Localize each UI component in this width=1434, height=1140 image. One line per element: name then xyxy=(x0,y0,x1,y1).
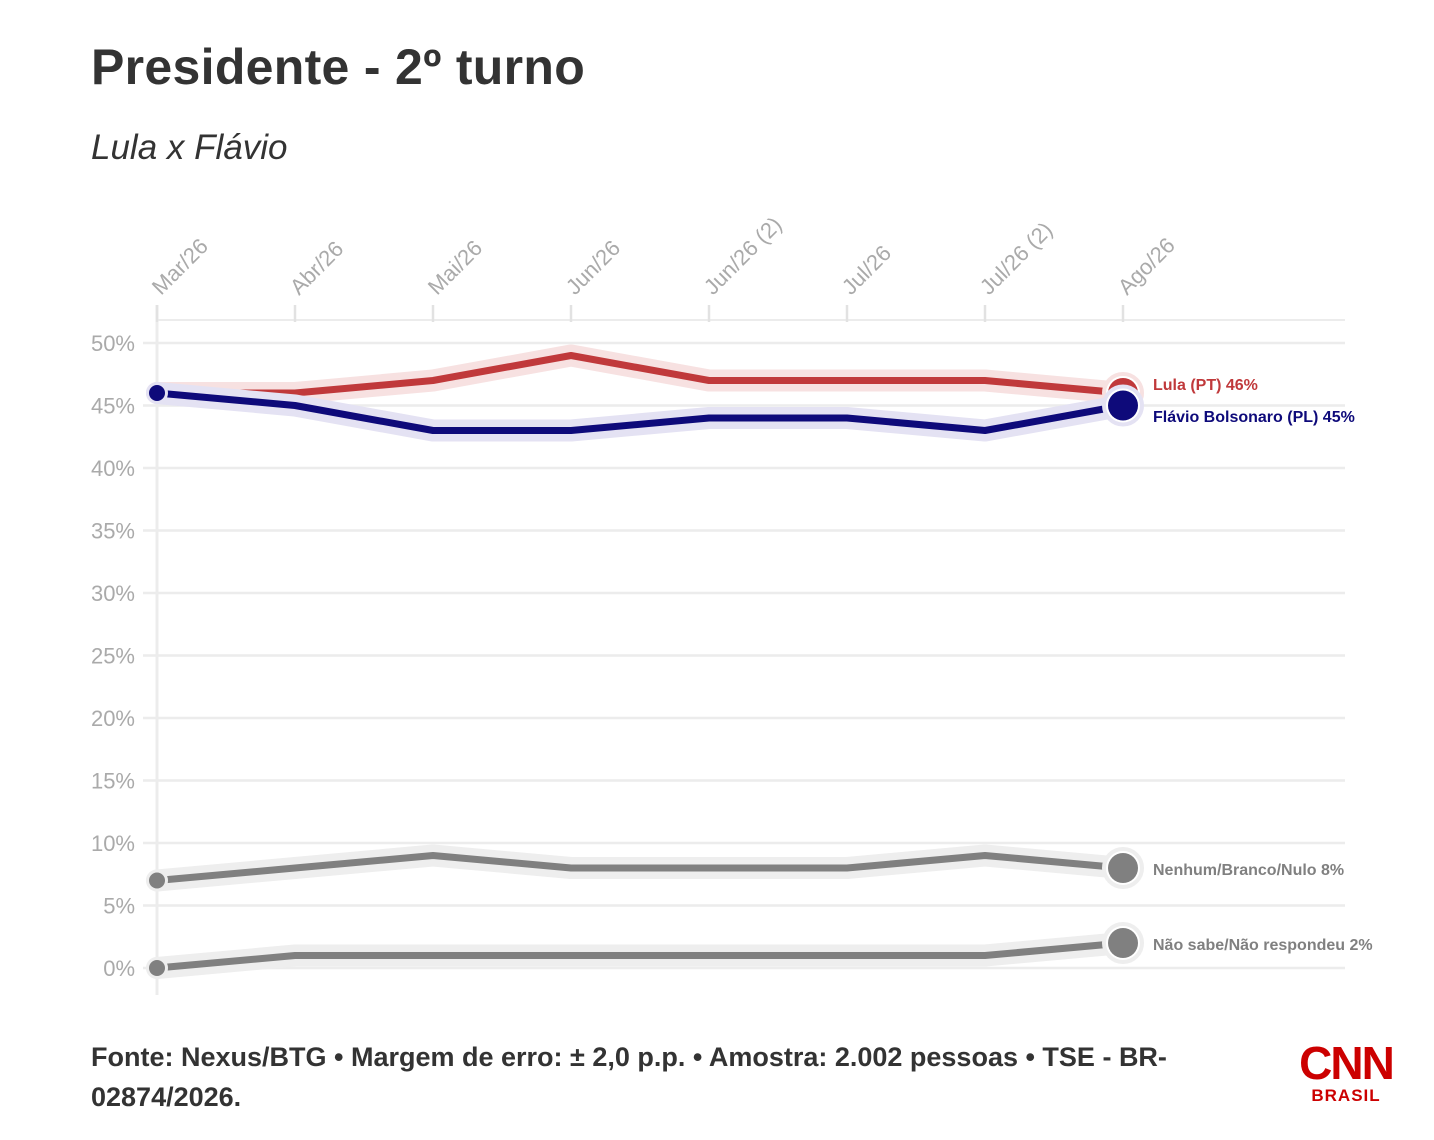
series-start-point xyxy=(149,960,165,976)
chart-subtitle: Lula x Flávio xyxy=(91,128,288,167)
y-tick-label: 50% xyxy=(91,331,135,356)
x-tick-label: Jul/26 xyxy=(837,240,896,299)
y-tick-label: 0% xyxy=(103,956,135,981)
x-axis: Mar/26 Abr/26 Mai/26 Jun/26 Jun/26 (2) Jul/26… xyxy=(147,212,1180,322)
end-labels: Lula (PT) 46% Flávio Bolsonaro (PL) 45% Ne… xyxy=(1153,377,1373,954)
y-tick-label: 20% xyxy=(91,706,135,731)
x-tick-label: Mai/26 xyxy=(423,235,487,299)
y-tick-label: 30% xyxy=(91,581,135,606)
y-tick-label: 40% xyxy=(91,456,135,481)
series-line xyxy=(153,852,1127,884)
series-end-label: Nenhum/Branco/Nulo 8% xyxy=(1153,862,1344,879)
y-tick-label: 35% xyxy=(91,519,135,544)
x-tick-label: Ago/26 xyxy=(1113,233,1180,300)
series-end-point xyxy=(1108,928,1138,958)
grid-lines xyxy=(143,305,1345,995)
y-tick-label: 10% xyxy=(91,831,135,856)
y-tick-label: 15% xyxy=(91,769,135,794)
x-tick-label: Jul/26 (2) xyxy=(975,217,1058,300)
y-axis: 0% 5% 10% 15% 20% 25% 30% 35% 40% 45% 50% xyxy=(91,331,135,981)
x-tick-label: Mar/26 xyxy=(147,233,213,299)
logo-brasil-text: BRASIL xyxy=(1311,1086,1381,1105)
y-tick-label: 5% xyxy=(103,894,135,919)
series-lines xyxy=(146,344,1144,979)
y-tick-label: 25% xyxy=(91,644,135,669)
cnn-brasil-logo: CNN BRASIL xyxy=(1298,1037,1395,1106)
series-end-label: Lula (PT) 46% xyxy=(1153,377,1258,394)
series-line xyxy=(153,389,1127,434)
x-tick-label: Jun/26 (2) xyxy=(699,212,787,300)
chart-title: Presidente - 2º turno xyxy=(91,39,586,95)
series-line xyxy=(153,939,1127,972)
logo-cnn-text: CNN xyxy=(1299,1037,1395,1089)
series-line xyxy=(153,352,1127,397)
series-end-point xyxy=(1108,390,1138,421)
series-start-point xyxy=(149,872,165,889)
x-tick-label: Jun/26 xyxy=(561,235,625,299)
series-end-point xyxy=(1108,853,1138,883)
source-footnote: Fonte: Nexus/BTG • Margem de erro: ± 2,0… xyxy=(91,1042,1167,1112)
y-tick-label: 45% xyxy=(91,394,135,419)
series-end-label: Não sabe/Não respondeu 2% xyxy=(1153,937,1373,954)
x-tick-label: Abr/26 xyxy=(285,236,349,300)
series-halo xyxy=(146,344,1134,404)
series-end-label: Flávio Bolsonaro (PL) 45% xyxy=(1153,409,1355,426)
series-start-point xyxy=(149,385,165,401)
line-chart: Mar/26 Abr/26 Mai/26 Jun/26 Jun/26 (2) Jul/26… xyxy=(91,212,1373,995)
